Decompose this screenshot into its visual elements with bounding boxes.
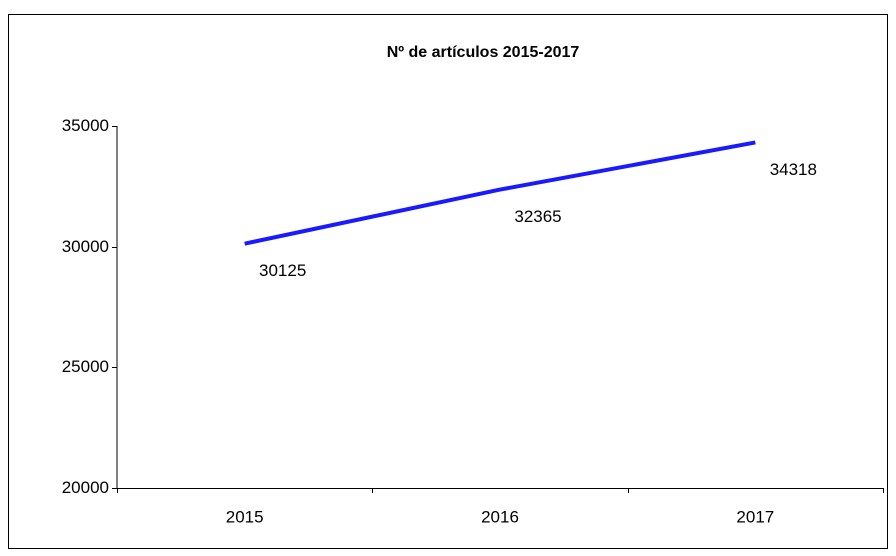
y-tick-label: 25000	[62, 357, 109, 376]
data-line	[244, 140, 756, 246]
chart-border	[8, 14, 888, 549]
x-tick-label: 2015	[226, 507, 264, 526]
data-label: 32365	[514, 207, 561, 226]
x-tick-label: 2017	[736, 507, 774, 526]
chart-title: Nº de artículos 2015-2017	[387, 44, 580, 61]
data-label: 30125	[259, 261, 306, 280]
x-tick-label: 2016	[481, 507, 519, 526]
data-label: 34318	[770, 160, 817, 179]
y-tick-label: 30000	[62, 237, 109, 256]
y-tick-label: 20000	[62, 478, 109, 497]
y-tick-label: 35000	[62, 116, 109, 135]
